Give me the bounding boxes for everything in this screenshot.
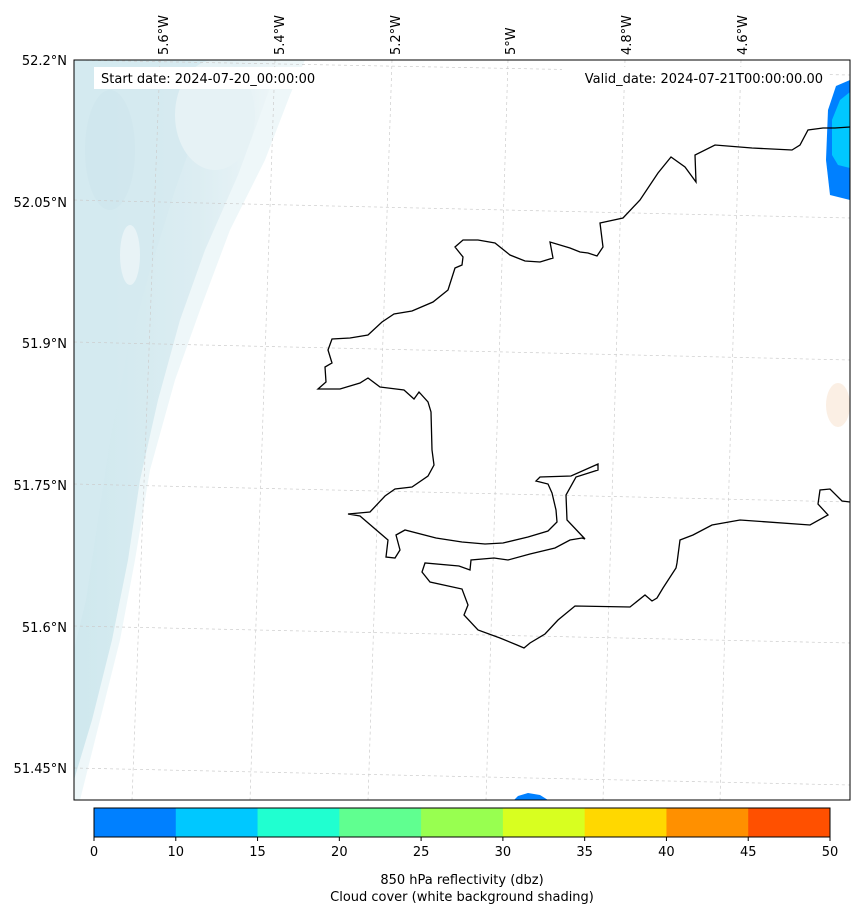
- colorbar-swatch: [584, 808, 667, 837]
- colorbar-swatches: [94, 808, 831, 837]
- colorbar-tick-label: 20: [331, 845, 348, 860]
- lon-label: 5.2°W: [389, 15, 404, 55]
- map-frame: [73, 59, 851, 801]
- colorbar-swatch: [502, 808, 586, 837]
- valid-date-label: Valid_date: 2024-07-21T00:00:00.00: [585, 72, 823, 87]
- start-date-label: Start date: 2024-07-20_00:00:00: [101, 72, 315, 87]
- colorbar-tick-label: 0: [90, 845, 98, 860]
- colorbar-swatch: [175, 808, 259, 837]
- colorbar-swatch: [666, 808, 749, 837]
- colorbar-swatch: [257, 808, 340, 837]
- colorbar-label-line1: 850 hPa reflectivity (dbz): [380, 873, 543, 888]
- lon-label: 4.6°W: [736, 15, 751, 55]
- colorbar-frame: [93, 807, 831, 838]
- colorbar-tick-label: 15: [249, 845, 266, 860]
- lon-label: 4.8°W: [620, 15, 635, 55]
- colorbar-tick-label: 40: [658, 845, 675, 860]
- start-date-box: [94, 67, 334, 89]
- lat-label: 51.75°N: [14, 479, 67, 494]
- lon-label: 5°W: [504, 27, 519, 55]
- colorbar-ticks: 0 10 15 20 25 30 35 40 45 50: [90, 837, 838, 860]
- latitude-labels: 52.2°N 52.05°N 51.9°N 51.75°N 51.6°N 51.…: [14, 54, 67, 777]
- colorbar-tick-label: 10: [168, 845, 185, 860]
- longitude-labels: 5.6°W 5.4°W 5.2°W 5°W 4.8°W 4.6°W: [157, 15, 751, 55]
- colorbar-tick-label: 30: [495, 845, 512, 860]
- lon-label: 5.6°W: [157, 15, 172, 55]
- lat-label: 52.2°N: [22, 54, 67, 69]
- lat-label: 51.9°N: [22, 337, 67, 352]
- lat-label: 51.45°N: [14, 762, 67, 777]
- colorbar: 0 10 15 20 25 30 35 40 45 50 850 hPa reflectivity…: [90, 807, 838, 905]
- valid-date-box: [562, 67, 829, 89]
- lat-label: 51.6°N: [22, 621, 67, 636]
- lon-label: 5.4°W: [273, 15, 288, 55]
- colorbar-swatch: [339, 808, 422, 837]
- colorbar-swatch: [421, 808, 504, 837]
- reflectivity-areas: [514, 80, 850, 800]
- lat-label: 52.05°N: [14, 196, 67, 211]
- colorbar-tick-label: 35: [576, 845, 593, 860]
- colorbar-tick-label: 50: [822, 845, 839, 860]
- colorbar-label-line2: Cloud cover (white background shading): [330, 890, 594, 905]
- colorbar-tick-label: 25: [413, 845, 430, 860]
- colorbar-swatch: [748, 808, 831, 837]
- colorbar-swatch: [94, 808, 177, 837]
- colorbar-tick-label: 45: [740, 845, 757, 860]
- coastline: [316, 126, 850, 649]
